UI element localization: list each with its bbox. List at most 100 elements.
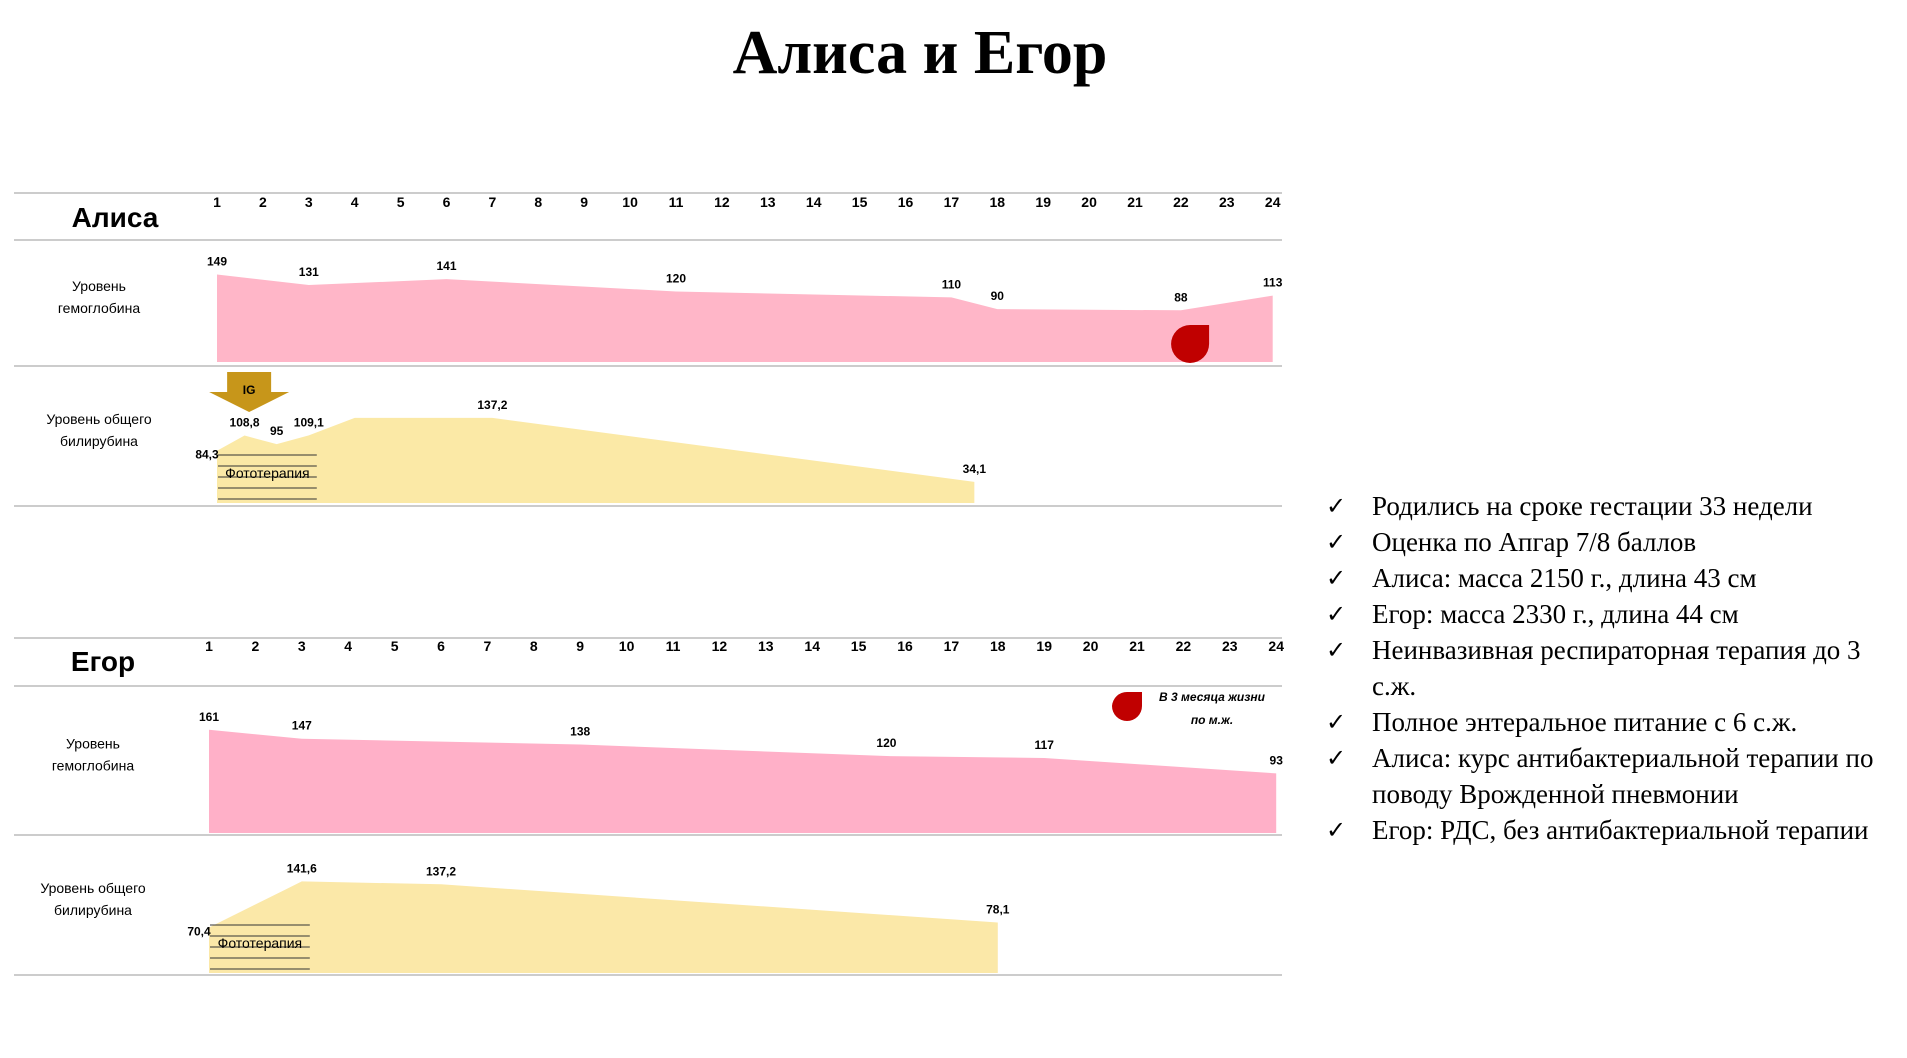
day-tick-label: 20	[1081, 194, 1097, 210]
ig-label: IG	[243, 383, 256, 397]
day-tick-label: 15	[852, 194, 868, 210]
day-tick-label: 15	[851, 638, 867, 654]
day-tick-label: 1	[213, 194, 221, 210]
row-label: Уровень	[66, 736, 120, 752]
checkmark-icon: ✓	[1326, 528, 1347, 556]
day-tick-label: 21	[1127, 194, 1143, 210]
row-label: Уровень общего	[40, 880, 146, 896]
day-tick-label: 9	[576, 638, 584, 654]
day-tick-label: 13	[758, 638, 774, 654]
day-tick-label: 12	[712, 638, 728, 654]
day-tick-label: 11	[666, 638, 681, 654]
row-label: гемоглобина	[58, 300, 140, 316]
day-tick-label: 3	[305, 194, 313, 210]
day-tick-label: 22	[1176, 638, 1192, 654]
day-tick-label: 12	[714, 194, 730, 210]
day-tick-label: 17	[944, 194, 960, 210]
data-label: 141,6	[287, 861, 317, 875]
phototherapy-label: Фототерапия	[225, 465, 309, 481]
day-tick-label: 24	[1268, 638, 1284, 654]
slide-title: Алиса и Егор	[732, 19, 1108, 87]
fact-item: ✓ Оценка по Апгар 7/8 баллов	[1320, 524, 1900, 560]
fact-item: ✓ Неинвазивная респираторная терапия до 3…	[1320, 632, 1900, 704]
day-tick-label: 14	[804, 638, 820, 654]
transfusion-note: по м.ж.	[1191, 713, 1233, 727]
blood-drop-icon	[1171, 325, 1210, 363]
day-tick-label: 21	[1129, 638, 1145, 654]
day-tick-label: 18	[990, 638, 1006, 654]
day-tick-label: 7	[489, 194, 497, 210]
day-tick-label: 11	[669, 194, 684, 210]
fact-item: ✓ Егор: масса 2330 г., длина 44 см	[1320, 596, 1900, 632]
facts-list: ✓ Родились на сроке гестации 33 недели ✓ Оц…	[1320, 488, 1900, 848]
day-tick-label: 19	[1036, 638, 1052, 654]
data-label: 34,1	[963, 462, 987, 476]
ig-arrow-icon	[209, 372, 290, 412]
checkmark-icon: ✓	[1326, 636, 1347, 664]
day-tick-label: 2	[259, 194, 267, 210]
fact-text: Алиса: курс антибактериальной терапии по…	[1372, 743, 1874, 809]
series-area	[209, 729, 1277, 833]
checkmark-icon: ✓	[1326, 816, 1347, 844]
checkmark-icon: ✓	[1326, 744, 1347, 772]
day-tick-label: 16	[898, 194, 914, 210]
day-tick-label: 2	[252, 638, 260, 654]
day-tick-label: 3	[298, 638, 306, 654]
checkmark-icon: ✓	[1326, 564, 1347, 592]
fact-text: Егор: РДС, без антибактериальной терапии	[1372, 815, 1869, 845]
checkmark-icon: ✓	[1326, 492, 1347, 520]
data-label: 109,1	[294, 415, 324, 429]
data-label: 90	[991, 289, 1005, 303]
day-tick-label: 17	[944, 638, 960, 654]
day-tick-label: 10	[622, 194, 638, 210]
data-label: 138	[570, 725, 590, 739]
patient-name: Егор	[71, 646, 135, 677]
row-label: Уровень	[72, 278, 126, 294]
data-label: 161	[199, 710, 219, 724]
patients-chart: Алиса 1 2 3 4 5 6 7 8 9 10 11 12 13 14 15 16 17 18 19 20 21 22…	[14, 192, 1284, 976]
day-tick-label: 23	[1219, 194, 1235, 210]
day-tick-label: 9	[580, 194, 588, 210]
day-tick-label: 8	[534, 194, 542, 210]
data-label: 117	[1035, 738, 1055, 752]
series-area	[217, 417, 975, 503]
fact-text: Егор: масса 2330 г., длина 44 см	[1372, 599, 1739, 629]
day-tick-label: 16	[897, 638, 913, 654]
day-tick-label: 5	[391, 638, 399, 654]
fact-item: ✓ Егор: РДС, без антибактериальной терапи…	[1320, 812, 1900, 848]
data-label: 120	[876, 736, 896, 750]
fact-item: ✓ Родились на сроке гестации 33 недели	[1320, 488, 1900, 524]
data-label: 78,1	[986, 902, 1010, 916]
data-label: 88	[1174, 290, 1188, 304]
phototherapy-label: Фототерапия	[218, 935, 302, 951]
series-area	[209, 881, 998, 973]
checkmark-icon: ✓	[1326, 708, 1347, 736]
checkmark-icon: ✓	[1326, 600, 1347, 628]
data-label: 70,4	[187, 924, 211, 938]
data-label: 147	[292, 719, 312, 733]
patient-name: Алиса	[72, 202, 159, 233]
day-tick-label: 20	[1083, 638, 1099, 654]
data-label: 108,8	[230, 416, 260, 430]
fact-item: ✓ Полное энтеральное питание с 6 с.ж.	[1320, 704, 1900, 740]
fact-item: ✓ Алиса: курс антибактериальной терапии п…	[1320, 740, 1900, 812]
fact-text: Оценка по Апгар 7/8 баллов	[1372, 527, 1697, 557]
data-label: 95	[270, 424, 284, 438]
day-tick-label: 4	[344, 638, 352, 654]
day-tick-label: 13	[760, 194, 776, 210]
data-label: 141	[436, 259, 456, 273]
row-label: билирубина	[60, 433, 138, 449]
row-label: гемоглобина	[52, 758, 134, 774]
fact-text: Родились на сроке гестации 33 недели	[1372, 491, 1813, 521]
row-label: билирубина	[54, 902, 132, 918]
day-tick-label: 6	[443, 194, 451, 210]
day-tick-label: 24	[1265, 194, 1281, 210]
data-label: 137,2	[426, 864, 456, 878]
fact-text: Полное энтеральное питание с 6 с.ж.	[1372, 707, 1798, 737]
day-tick-label: 22	[1173, 194, 1189, 210]
day-tick-label: 18	[990, 194, 1006, 210]
data-label: 131	[299, 265, 319, 279]
day-tick-label: 1	[205, 638, 213, 654]
data-label: 93	[1270, 753, 1284, 767]
data-label: 120	[666, 272, 686, 286]
